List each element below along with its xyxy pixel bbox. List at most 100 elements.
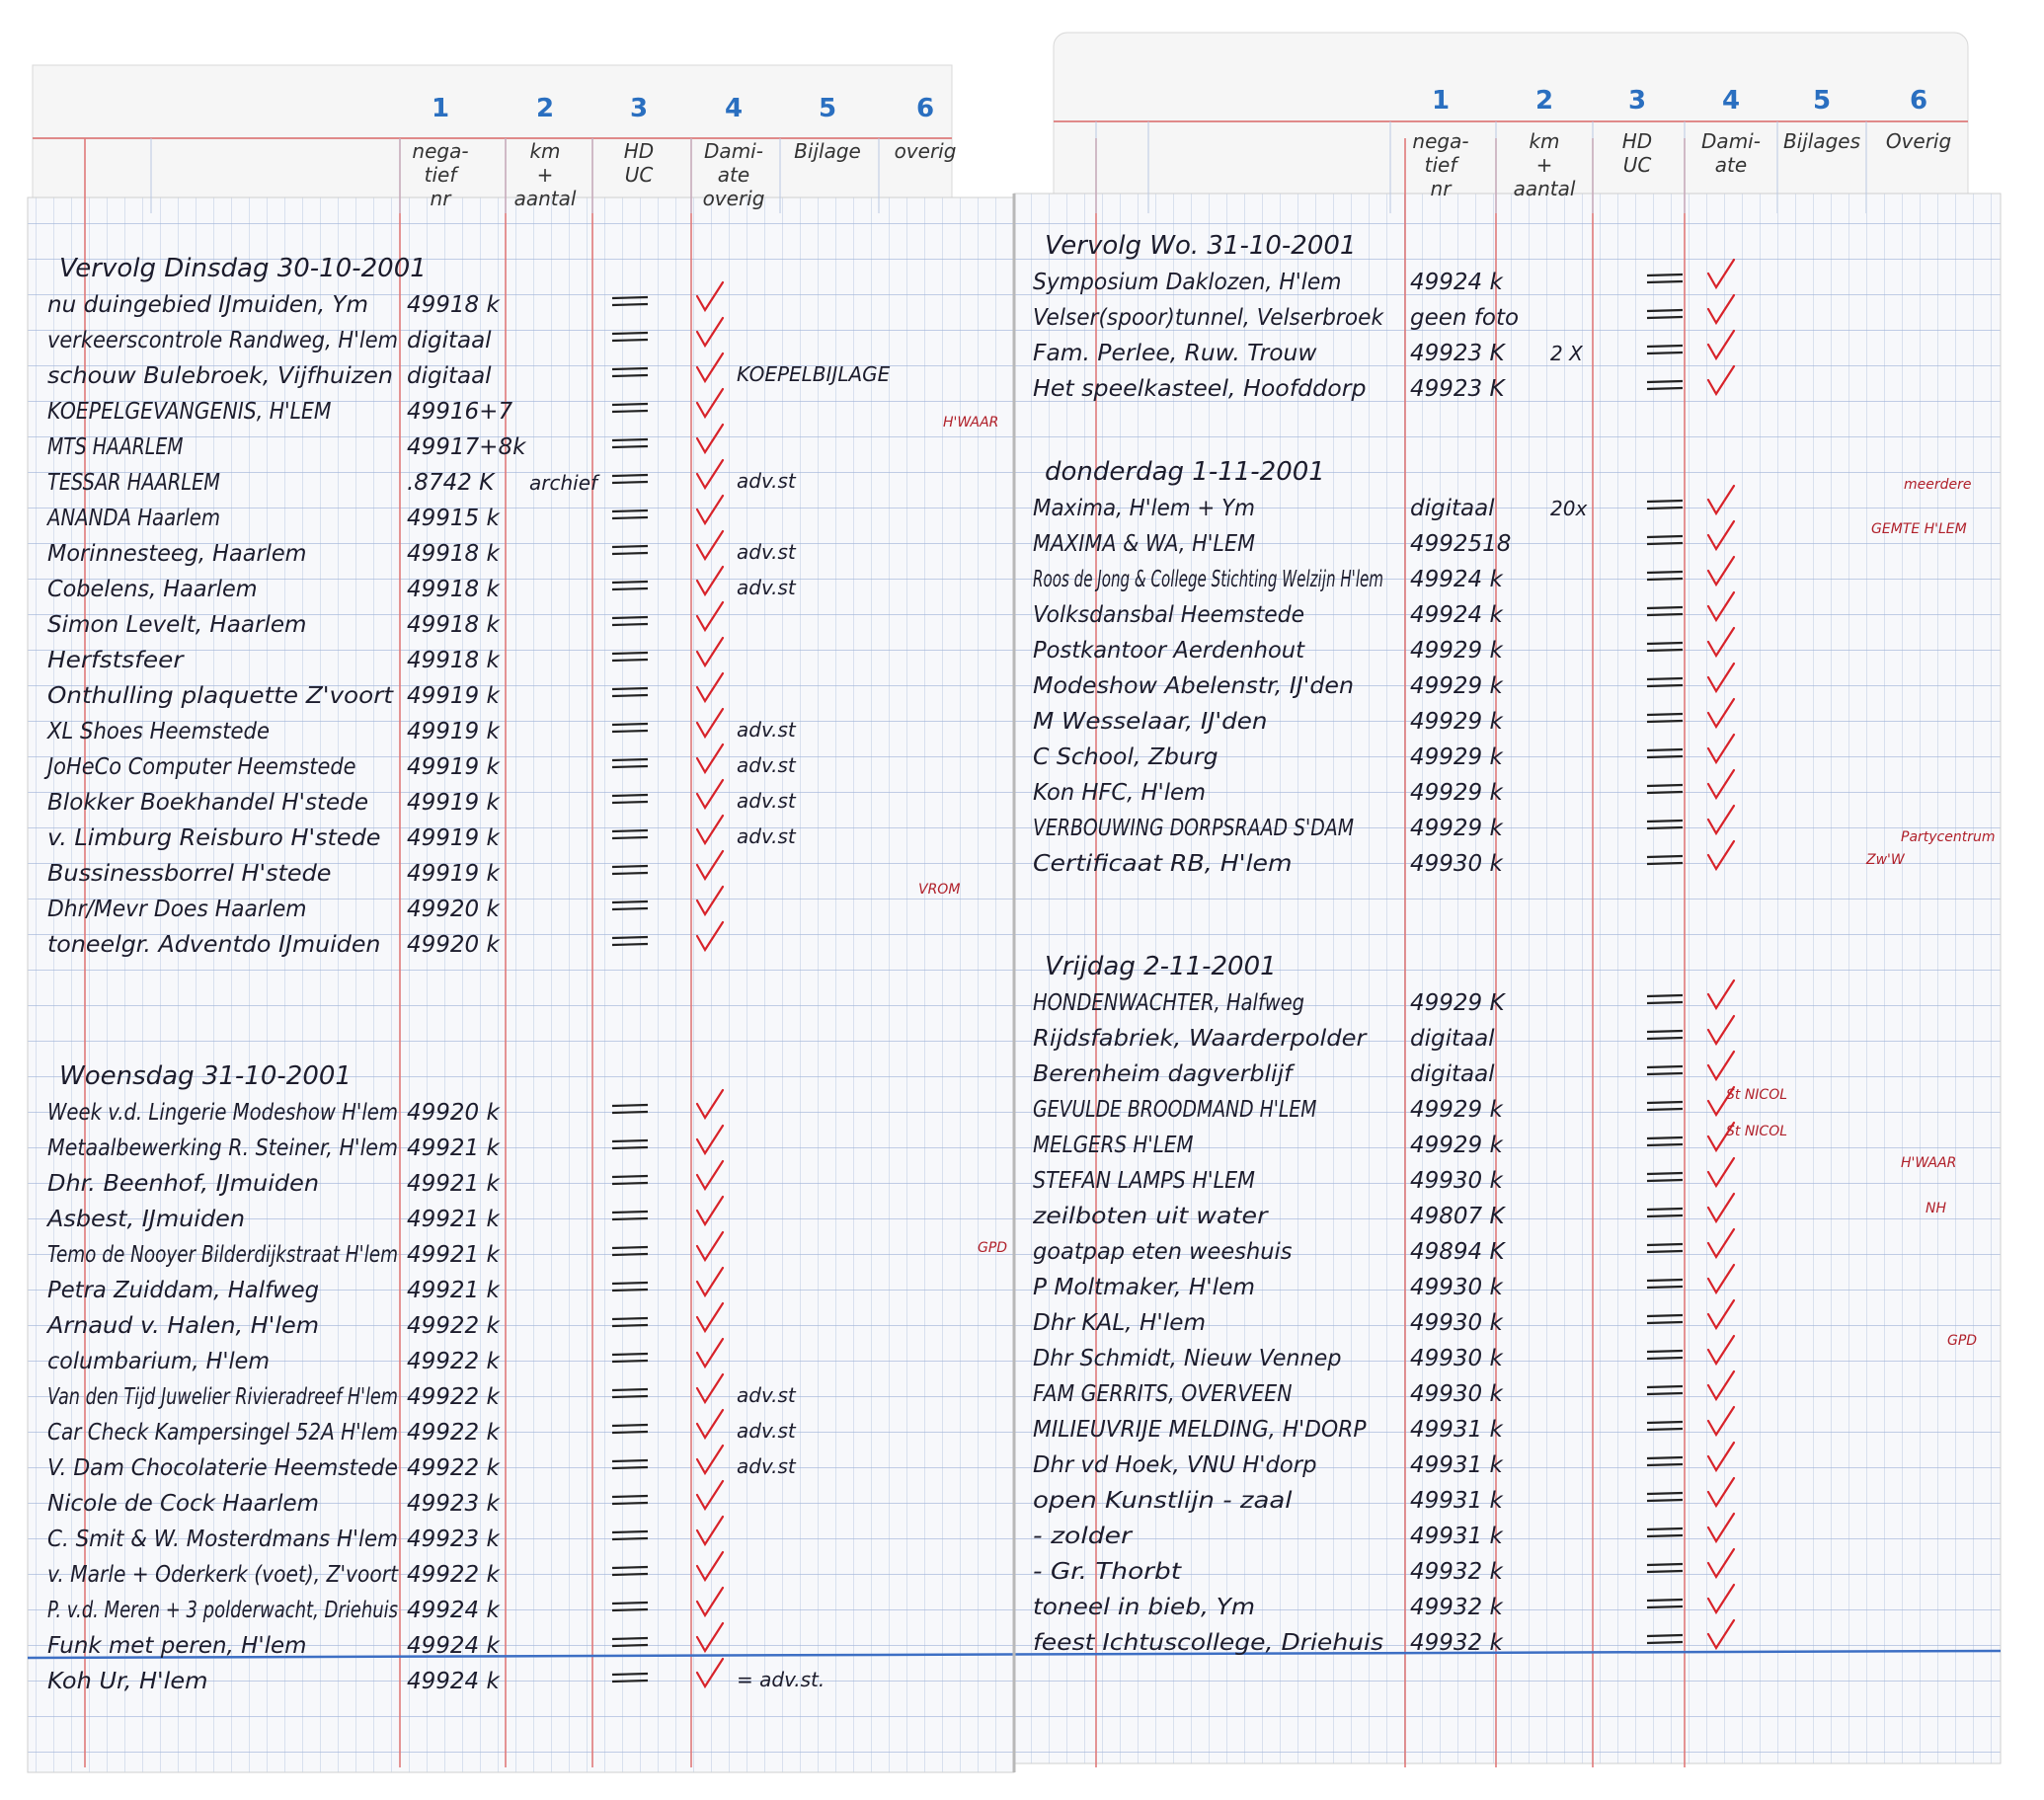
- entry-text: Koh Ur, H'lem: [47, 1669, 208, 1694]
- tally-dash: [611, 587, 649, 591]
- check-mark: [695, 280, 725, 313]
- tally-dash: [1646, 861, 1684, 866]
- right-sheet: [1013, 193, 2002, 1764]
- tally-dash: [611, 793, 649, 798]
- entry-text: Het speelkasteel, Hoofddorp: [1033, 376, 1367, 402]
- negative-number: 49929 k: [1410, 673, 1504, 699]
- entry-text: Funk met peren, H'lem: [47, 1633, 307, 1659]
- tally-dash: [1646, 1604, 1684, 1609]
- negative-number: 49932 k: [1410, 1595, 1504, 1620]
- margin-note: GPD: [1947, 1333, 1977, 1349]
- tally-dash: [611, 437, 649, 442]
- entry-text: Petra Zuiddam, Halfweg: [47, 1278, 319, 1303]
- tally-dash: [611, 444, 649, 449]
- column-label: km: [1529, 129, 1559, 153]
- entry-text: Van den Tijd Juwelier Rivieradreef H'lem: [47, 1384, 398, 1410]
- tally-dash: [1646, 683, 1684, 688]
- negative-number: 49930 k: [1410, 851, 1504, 877]
- tally-dash: [611, 473, 649, 478]
- check-mark: [1706, 1370, 1736, 1402]
- entry-text: Berenheim dagverblijf: [1033, 1061, 1295, 1087]
- check-mark: [695, 1230, 725, 1263]
- entry-text: Simon Levelt, Haarlem: [47, 612, 307, 638]
- negative-number: 49922 k: [407, 1384, 501, 1410]
- entry-text: JoHeCo Computer Heemstede: [43, 754, 355, 780]
- check-mark: [695, 1657, 725, 1689]
- check-mark: [1706, 978, 1736, 1011]
- tally-dash: [611, 1387, 649, 1392]
- day-heading: Vervolg Dinsdag 30-10-2001: [59, 254, 427, 283]
- check-mark: [1706, 329, 1736, 361]
- column-label: km: [529, 139, 560, 163]
- day-heading: Vrijdag 2-11-2001: [1045, 952, 1277, 981]
- entry-text: TESSAR HAARLEM: [47, 470, 220, 496]
- tally-dash: [611, 480, 649, 485]
- column-number: 4: [725, 94, 743, 123]
- tally-dash: [1646, 1036, 1684, 1041]
- check-mark: [1706, 555, 1736, 587]
- entry-text: feest Ichtuscollege, Driehuis: [1033, 1630, 1383, 1656]
- check-mark: [695, 423, 725, 455]
- entry-note: adv.st: [737, 469, 797, 493]
- tally-dash: [611, 1529, 649, 1534]
- negative-number: digitaal: [407, 328, 492, 353]
- check-mark: [695, 1124, 725, 1156]
- entry-note: adv.st: [737, 753, 797, 777]
- negative-number: 49807 K: [1410, 1204, 1506, 1229]
- entry-text: Velser(spoor)tunnel, Velserbroek: [1033, 305, 1385, 331]
- tally-dash: [1646, 854, 1684, 859]
- tally-dash: [1646, 1313, 1684, 1318]
- check-mark: [695, 352, 725, 384]
- entry-text: XL Shoes Heemstede: [46, 719, 270, 744]
- tally-dash: [611, 828, 649, 833]
- check-mark: [695, 316, 725, 349]
- tally-dash: [1646, 719, 1684, 724]
- entry-text: Symposium Daklozen, H'lem: [1033, 270, 1342, 295]
- entry-text: Dhr/Mevr Does Haarlem: [47, 897, 307, 922]
- tally-dash: [611, 1138, 649, 1143]
- negative-number: 49919 k: [407, 719, 501, 744]
- check-mark: [1706, 839, 1736, 872]
- tally-dash: [611, 1281, 649, 1286]
- check-mark: [695, 1301, 725, 1334]
- negative-number: 49924 k: [1410, 270, 1504, 295]
- column-number: 5: [1813, 86, 1831, 116]
- tally-dash: [611, 658, 649, 663]
- tally-dash: [1646, 648, 1684, 653]
- check-mark: [1706, 1441, 1736, 1473]
- column-number: 5: [819, 94, 836, 123]
- negative-number: 49930 k: [1410, 1346, 1504, 1371]
- tally-dash: [1646, 1000, 1684, 1005]
- tally-dash: [1646, 605, 1684, 610]
- column-label: Bijlage: [794, 139, 861, 163]
- tally-dash: [611, 1316, 649, 1321]
- check-mark: [1706, 1227, 1736, 1260]
- tally-dash: [1646, 1178, 1684, 1183]
- negative-number: 49929 k: [1410, 1133, 1504, 1158]
- negative-number: digitaal: [1410, 1026, 1495, 1052]
- tally-dash: [611, 651, 649, 656]
- entry-text: Certificaat RB, H'lem: [1033, 851, 1293, 877]
- entry-text: Rijdsfabriek, Waarderpolder: [1033, 1026, 1368, 1052]
- check-mark: [695, 885, 725, 917]
- check-mark: [1706, 662, 1736, 694]
- check-mark: [695, 494, 725, 526]
- negative-number: 49923 k: [407, 1526, 501, 1552]
- check-mark: [1706, 1512, 1736, 1544]
- tally-dash: [611, 1288, 649, 1292]
- negative-number: 4992518: [1410, 531, 1511, 557]
- tally-dash: [611, 935, 649, 940]
- negative-number: 49920 k: [407, 1100, 501, 1126]
- margin-note: Zw'W: [1865, 852, 1906, 868]
- entry-text: toneelgr. Adventdo IJmuiden: [47, 932, 381, 958]
- tally-dash: [1646, 279, 1684, 284]
- check-mark: [1706, 1263, 1736, 1295]
- tally-dash: [1646, 534, 1684, 539]
- tally-dash: [1646, 712, 1684, 717]
- tally-dash: [611, 302, 649, 307]
- entry-text: GEVULDE BROODMAND H'LEM: [1033, 1097, 1317, 1123]
- check-mark: [695, 1159, 725, 1192]
- negative-number: 49918 k: [407, 648, 501, 673]
- tally-dash: [1646, 1207, 1684, 1212]
